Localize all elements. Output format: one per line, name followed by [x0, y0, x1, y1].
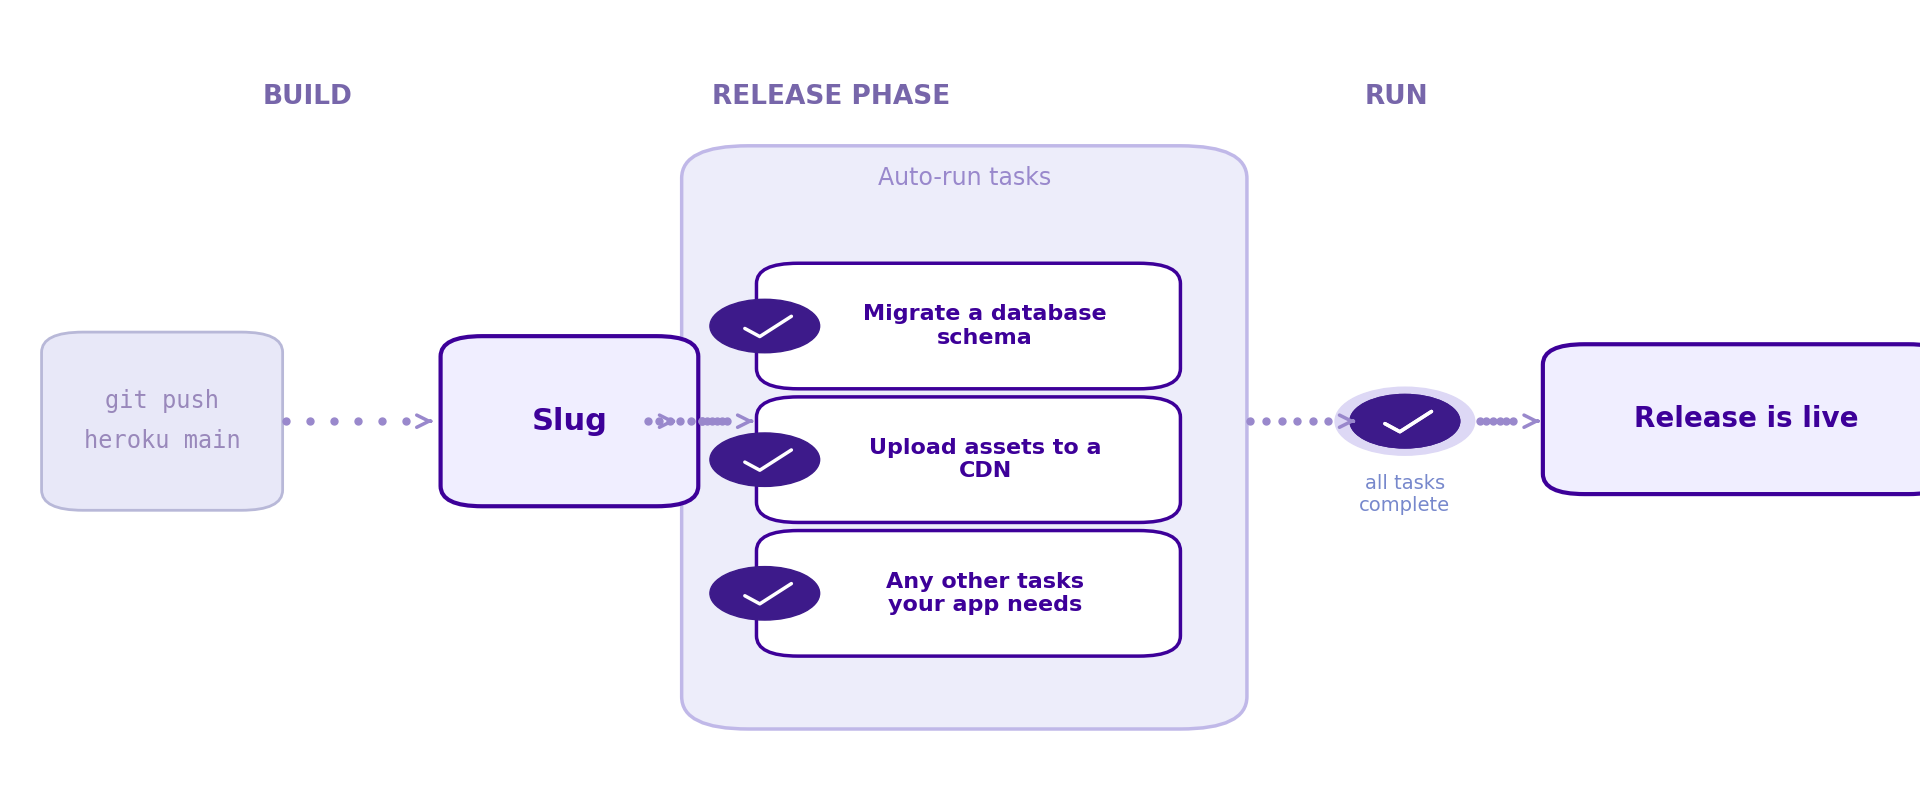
Circle shape — [710, 299, 820, 353]
Text: Slug: Slug — [532, 407, 607, 436]
Circle shape — [1350, 394, 1459, 448]
Text: RUN: RUN — [1365, 84, 1428, 110]
Text: Upload assets to a
CDN: Upload assets to a CDN — [870, 438, 1102, 481]
Text: Auto-run tasks: Auto-run tasks — [877, 166, 1050, 190]
Text: Release is live: Release is live — [1634, 405, 1859, 433]
FancyBboxPatch shape — [756, 397, 1181, 522]
FancyBboxPatch shape — [756, 531, 1181, 656]
FancyBboxPatch shape — [440, 336, 699, 506]
Circle shape — [1350, 394, 1459, 448]
FancyBboxPatch shape — [682, 146, 1246, 729]
Text: Migrate a database
schema: Migrate a database schema — [864, 305, 1108, 347]
Text: git push: git push — [106, 389, 219, 413]
Text: Any other tasks
your app needs: Any other tasks your app needs — [885, 572, 1085, 615]
Text: heroku main: heroku main — [84, 429, 240, 454]
Text: BUILD: BUILD — [263, 84, 353, 110]
Circle shape — [1334, 387, 1475, 455]
FancyBboxPatch shape — [42, 332, 282, 510]
Circle shape — [710, 567, 820, 620]
FancyBboxPatch shape — [756, 263, 1181, 389]
FancyBboxPatch shape — [1544, 344, 1920, 494]
Circle shape — [710, 433, 820, 486]
Text: all tasks
complete: all tasks complete — [1359, 474, 1450, 514]
Text: RELEASE PHASE: RELEASE PHASE — [712, 84, 950, 110]
